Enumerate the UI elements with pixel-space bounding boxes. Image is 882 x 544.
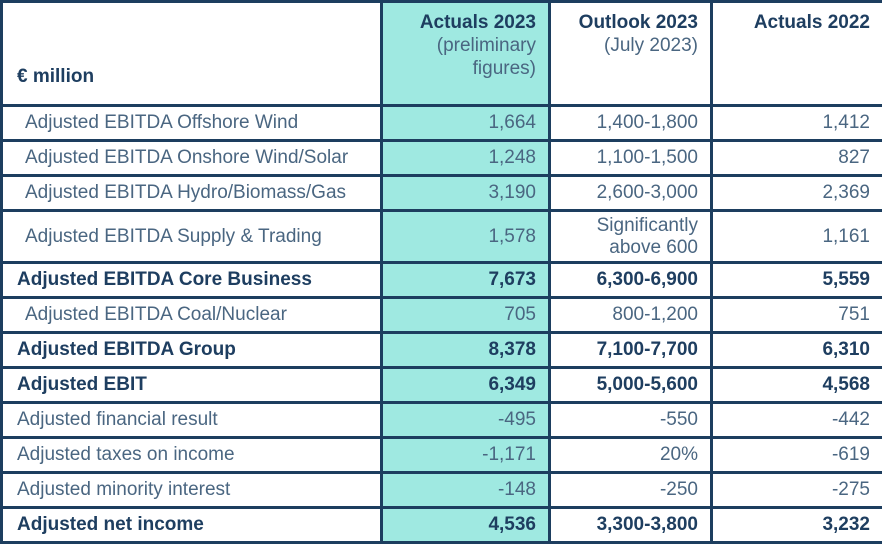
table-row: Adjusted EBITDA Coal/Nuclear 705 800-1,2… [2, 298, 882, 333]
table-row: Adjusted EBITDA Onshore Wind/Solar 1,248… [2, 141, 882, 176]
row-label: Adjusted minority interest [2, 473, 382, 508]
unit-header-cell: € million [2, 2, 382, 106]
actuals-2023-cell: 1,248 [382, 141, 550, 176]
row-label: Adjusted EBITDA Hydro/Biomass/Gas [2, 176, 382, 211]
table-row: Adjusted EBITDA Offshore Wind 1,664 1,40… [2, 106, 882, 141]
outlook-2023-cell: 6,300-6,900 [550, 263, 712, 298]
actuals-2023-cell: -495 [382, 403, 550, 438]
actuals-2022-cell: 6,310 [712, 333, 882, 368]
actuals-2022-cell: 4,568 [712, 368, 882, 403]
table-row: Adjusted EBITDA Hydro/Biomass/Gas 3,190 … [2, 176, 882, 211]
row-label: Adjusted EBITDA Coal/Nuclear [2, 298, 382, 333]
actuals-2023-cell: -1,171 [382, 438, 550, 473]
actuals-2022-cell: 827 [712, 141, 882, 176]
outlook-2023-cell: 7,100-7,700 [550, 333, 712, 368]
actuals-2023-cell: 8,378 [382, 333, 550, 368]
actuals-2023-cell: 7,673 [382, 263, 550, 298]
outlook-2023-cell: 800-1,200 [550, 298, 712, 333]
actuals-2022-cell: -619 [712, 438, 882, 473]
table-row: Adjusted taxes on income -1,171 20% -619 [2, 438, 882, 473]
actuals-2022-cell: 751 [712, 298, 882, 333]
table-header-row: € million Actuals 2023 (preliminary figu… [2, 2, 882, 106]
actuals-2023-cell: -148 [382, 473, 550, 508]
table-row: Adjusted EBIT 6,349 5,000-5,600 4,568 [2, 368, 882, 403]
table-row: Adjusted net income 4,536 3,300-3,800 3,… [2, 508, 882, 543]
actuals-2023-cell: 705 [382, 298, 550, 333]
row-label: Adjusted EBIT [2, 368, 382, 403]
actuals-2022-cell: -275 [712, 473, 882, 508]
col-header-label: Actuals 2023 [393, 11, 536, 34]
col-header-sublabel: (July 2023) [561, 34, 698, 57]
row-label: Adjusted EBITDA Group [2, 333, 382, 368]
row-label: Adjusted EBITDA Offshore Wind [2, 106, 382, 141]
col-header-sublabel: (preliminary figures) [393, 34, 536, 80]
actuals-2023-cell: 1,664 [382, 106, 550, 141]
row-label: Adjusted EBITDA Onshore Wind/Solar [2, 141, 382, 176]
row-label: Adjusted net income [2, 508, 382, 543]
row-label: Adjusted EBITDA Core Business [2, 263, 382, 298]
table-row: Adjusted minority interest -148 -250 -27… [2, 473, 882, 508]
row-label: Adjusted EBITDA Supply & Trading [2, 211, 382, 263]
actuals-2022-cell: 2,369 [712, 176, 882, 211]
col-header-outlook-2023: Outlook 2023 (July 2023) [550, 2, 712, 106]
outlook-2023-cell: 2,600-3,000 [550, 176, 712, 211]
outlook-2023-cell: 5,000-5,600 [550, 368, 712, 403]
outlook-2023-cell: 20% [550, 438, 712, 473]
table-row: Adjusted EBITDA Supply & Trading 1,578 S… [2, 211, 882, 263]
outlook-2023-cell: 3,300-3,800 [550, 508, 712, 543]
actuals-2023-cell: 4,536 [382, 508, 550, 543]
table-row: Adjusted EBITDA Group 8,378 7,100-7,700 … [2, 333, 882, 368]
outlook-2023-cell: -250 [550, 473, 712, 508]
outlook-2023-cell: 1,400-1,800 [550, 106, 712, 141]
col-header-actuals-2022: Actuals 2022 [712, 2, 882, 106]
actuals-2023-cell: 3,190 [382, 176, 550, 211]
actuals-2022-cell: 5,559 [712, 263, 882, 298]
actuals-2022-cell: 1,161 [712, 211, 882, 263]
col-header-label: Actuals 2022 [723, 11, 870, 34]
table-row: Adjusted financial result -495 -550 -442 [2, 403, 882, 438]
actuals-2022-cell: -442 [712, 403, 882, 438]
outlook-2023-cell: -550 [550, 403, 712, 438]
actuals-2023-cell: 1,578 [382, 211, 550, 263]
table-row: Adjusted EBITDA Core Business 7,673 6,30… [2, 263, 882, 298]
actuals-2022-cell: 1,412 [712, 106, 882, 141]
col-header-label: Outlook 2023 [561, 11, 698, 34]
row-label: Adjusted taxes on income [2, 438, 382, 473]
outlook-2023-cell: 1,100-1,500 [550, 141, 712, 176]
outlook-2023-cell: Significantly above 600 [550, 211, 712, 263]
row-label: Adjusted financial result [2, 403, 382, 438]
actuals-2022-cell: 3,232 [712, 508, 882, 543]
col-header-actuals-2023: Actuals 2023 (preliminary figures) [382, 2, 550, 106]
actuals-2023-cell: 6,349 [382, 368, 550, 403]
